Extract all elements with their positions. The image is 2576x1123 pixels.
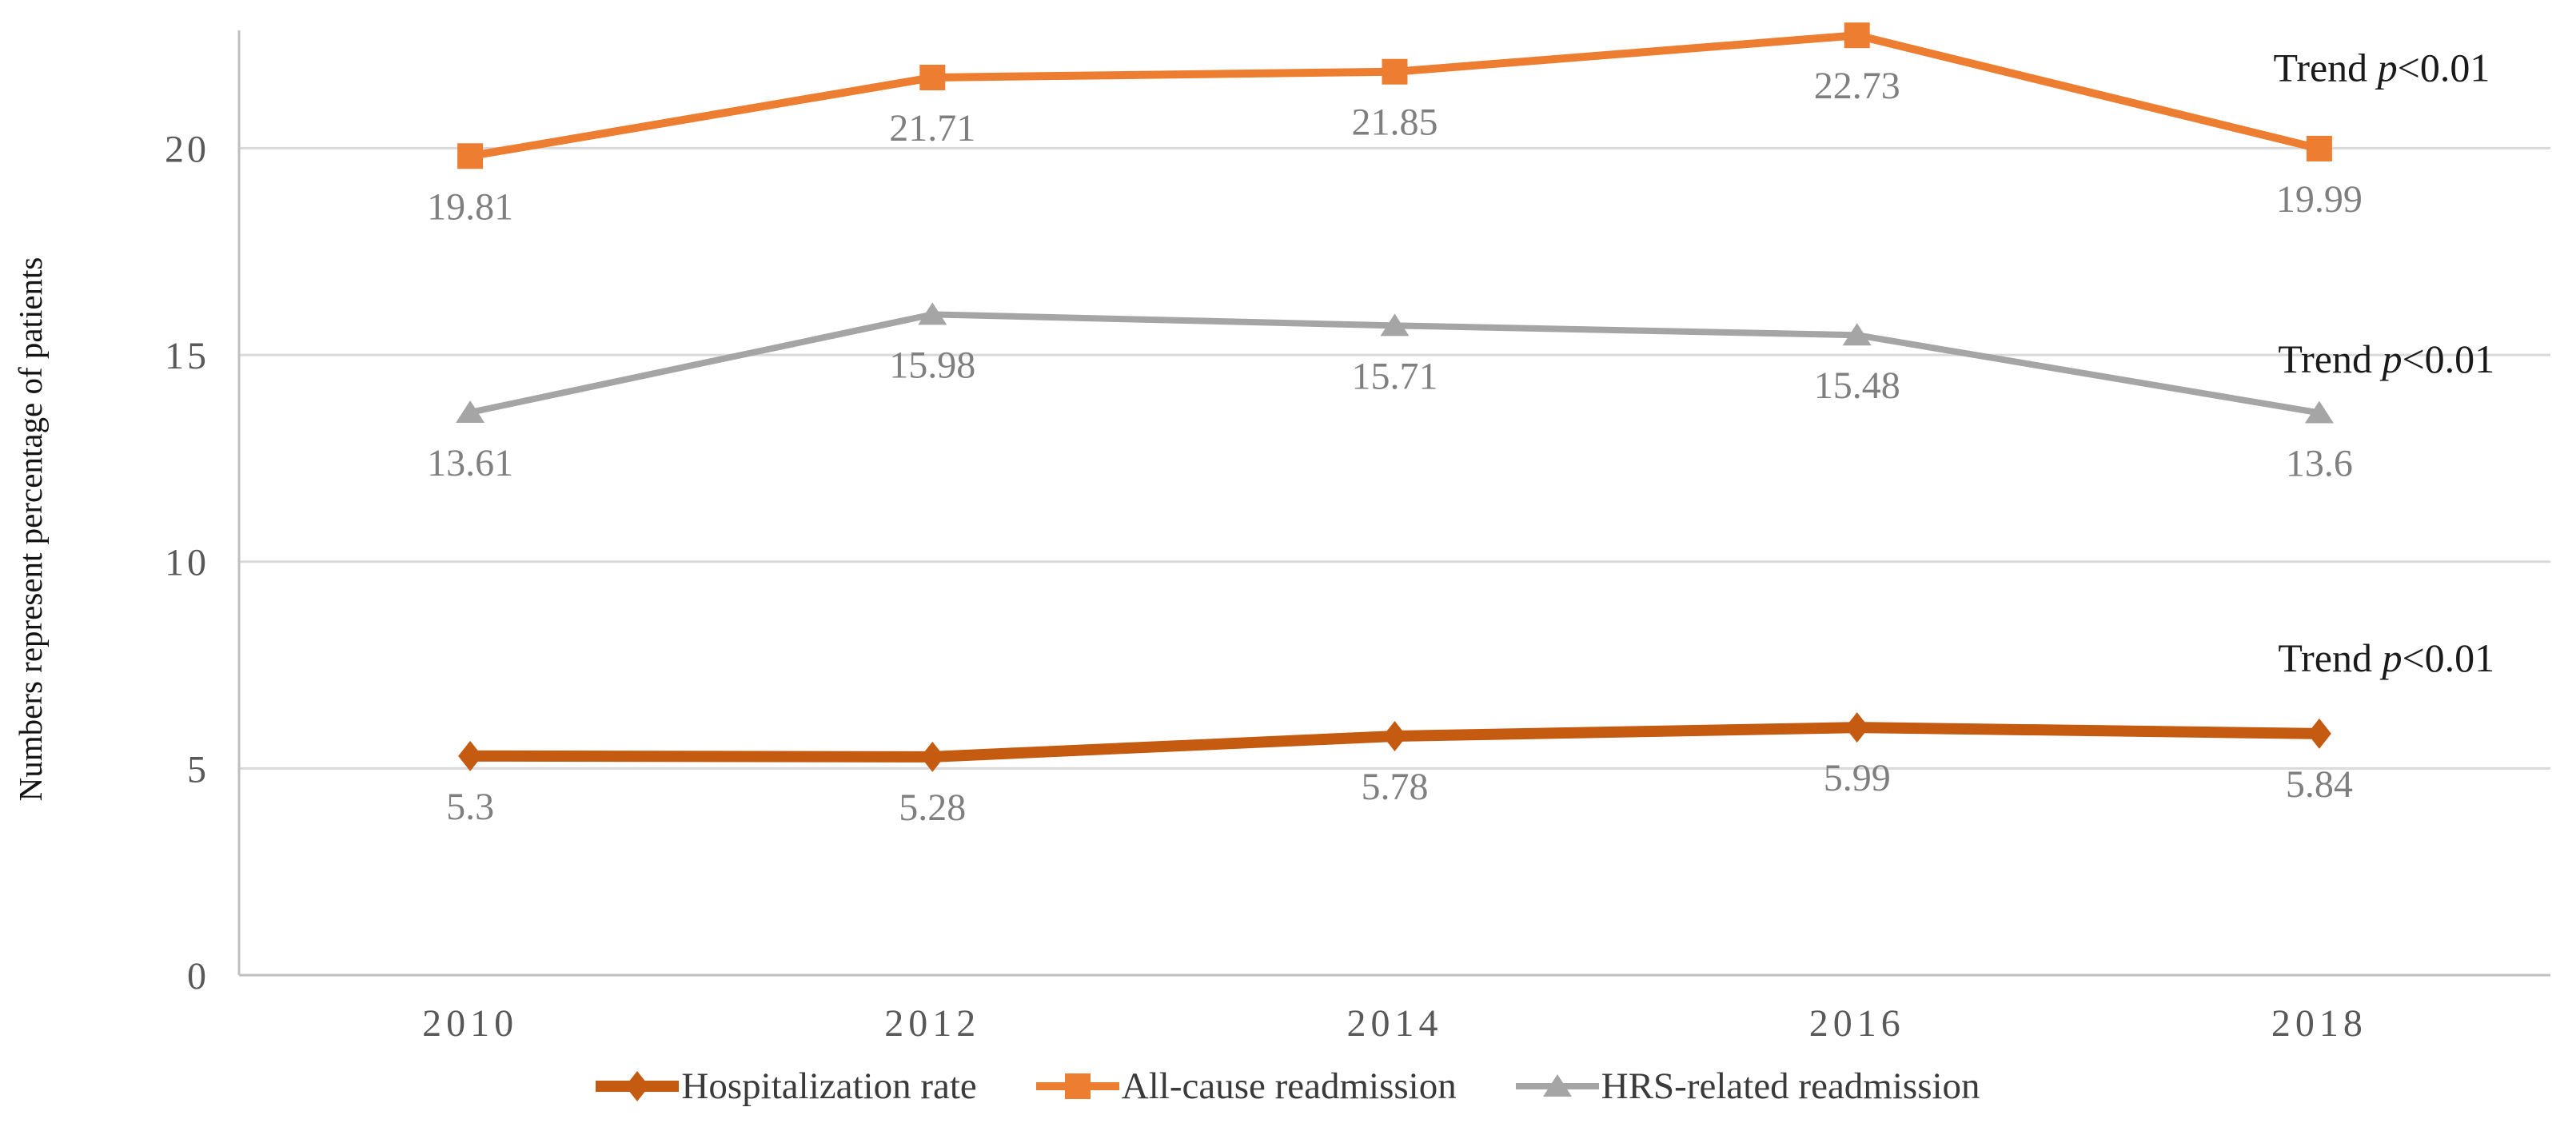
triangle-marker — [2304, 400, 2334, 424]
square-legend-swatch-icon — [1035, 1073, 1119, 1099]
legend-item-all-cause-readmission: All-cause readmission — [1035, 1065, 1457, 1108]
diamond-marker — [1382, 721, 1407, 752]
triangle-marker — [1842, 323, 1872, 346]
y-tick-label-5: 5 — [187, 748, 209, 790]
data-label: 21.85 — [1352, 102, 1438, 144]
axes — [237, 30, 2550, 977]
legend-label: Hospitalization rate — [681, 1065, 977, 1107]
data-label: 13.61 — [427, 442, 513, 484]
chart-legend: Hospitalization rate All-cause readmissio… — [0, 1065, 2576, 1108]
y-tick-label-20: 20 — [165, 128, 209, 170]
data-label: 5.78 — [1362, 766, 1429, 808]
data-label: 13.6 — [2286, 442, 2353, 484]
triangle-marker — [1380, 313, 1410, 337]
legend-marker — [625, 1071, 650, 1101]
triangle-marker — [456, 400, 485, 423]
diamond-marker — [2307, 718, 2331, 749]
x-tick-label-2014: 2014 — [1347, 1002, 1443, 1045]
data-labels: 5.3 5.28 5.78 5.99 5.84 19.81 21.71 21.85 22.73 1… — [427, 65, 2363, 829]
data-label: 5.99 — [1824, 757, 1891, 799]
legend-label: All-cause readmission — [1121, 1065, 1457, 1107]
x-axis-tick-labels: 2010 2012 2014 2016 2018 — [422, 1002, 2367, 1045]
trend-annotations: Trend p<0.01 Trend p<0.01 Trend p<0.01 — [2274, 46, 2495, 681]
trend-annotation-1: Trend p<0.01 — [2274, 46, 2490, 90]
trend-annotation-3: Trend p<0.01 — [2278, 635, 2494, 680]
square-marker — [2306, 135, 2332, 161]
data-label: 5.3 — [446, 786, 494, 828]
data-label: 19.99 — [2276, 178, 2363, 221]
x-tick-label-2012: 2012 — [884, 1002, 980, 1045]
legend-item-hospitalization-rate: Hospitalization rate — [596, 1065, 977, 1108]
x-tick-label-2010: 2010 — [422, 1002, 518, 1045]
square-marker — [1382, 58, 1408, 85]
triangle-marker — [918, 302, 947, 325]
data-label: 15.98 — [889, 344, 975, 386]
gridlines — [239, 146, 2550, 770]
square-marker — [1844, 22, 1870, 49]
x-tick-label-2018: 2018 — [2271, 1002, 2367, 1045]
data-label: 19.81 — [427, 185, 513, 228]
diamond-marker — [1844, 712, 1869, 743]
y-tick-label-10: 10 — [165, 542, 209, 584]
series-lines — [456, 22, 2334, 772]
legend-label: HRS-related readmission — [1601, 1065, 1980, 1107]
y-tick-label-0: 0 — [187, 955, 209, 998]
diamond-marker — [458, 740, 483, 771]
square-marker — [919, 64, 946, 90]
legend-item-hrs-related-readmission: HRS-related readmission — [1515, 1065, 1980, 1108]
y-tick-label-15: 15 — [165, 335, 209, 377]
x-tick-label-2016: 2016 — [1809, 1002, 1905, 1045]
data-label: 22.73 — [1814, 65, 1900, 107]
square-marker — [457, 143, 484, 169]
data-label: 5.84 — [2286, 763, 2353, 806]
legend-marker — [1542, 1074, 1572, 1097]
data-label: 15.71 — [1352, 355, 1438, 397]
trend-annotation-2: Trend p<0.01 — [2278, 337, 2494, 381]
diamond-marker — [920, 741, 945, 772]
data-label: 15.48 — [1814, 364, 1900, 407]
data-label: 5.28 — [899, 786, 966, 829]
data-label: 21.71 — [889, 107, 975, 149]
legend-marker — [1064, 1073, 1091, 1099]
diamond-legend-swatch-icon — [596, 1071, 680, 1101]
triangle-legend-swatch-icon — [1515, 1074, 1599, 1097]
y-axis-tick-labels: 0 5 10 15 20 — [165, 128, 209, 998]
y-axis-title: Numbers represent percentage of patients — [12, 257, 49, 802]
